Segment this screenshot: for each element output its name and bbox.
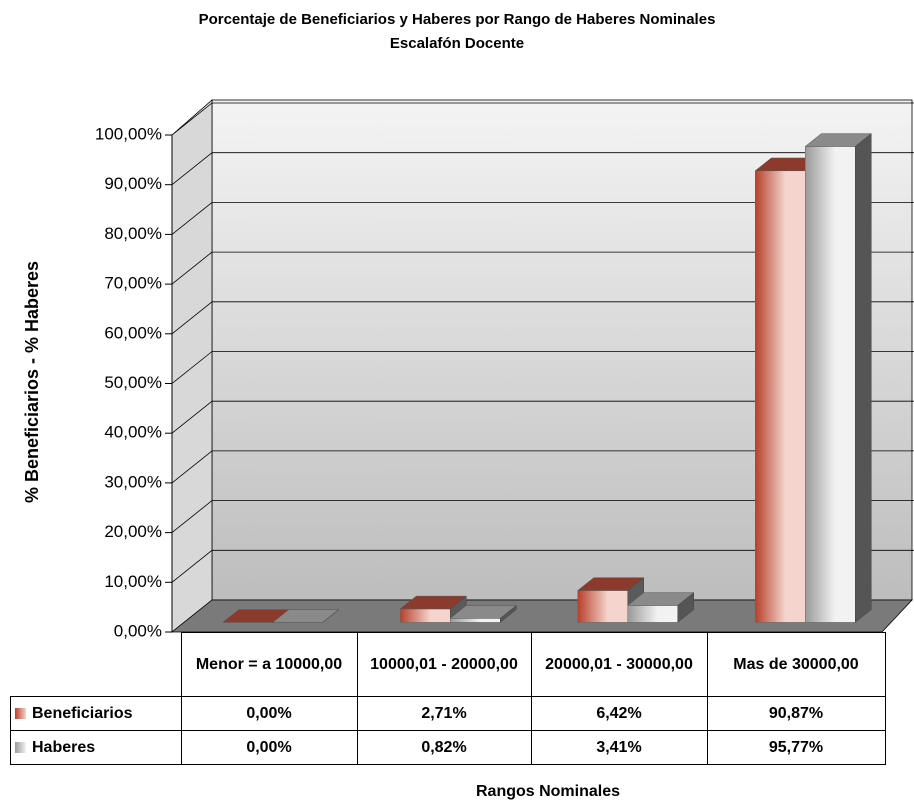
bar-front xyxy=(627,605,678,623)
y-tick-label: 10,00% xyxy=(104,572,162,591)
legend-swatch xyxy=(15,741,26,753)
table-row: Beneficiarios 0,00% 2,71% 6,42% 90,87% xyxy=(10,696,886,731)
y-axis-title: % Beneficiarios - % Haberes xyxy=(22,261,42,503)
grid-line xyxy=(171,152,213,186)
value-label: 3,41% xyxy=(530,730,708,765)
y-tick-label: 0,00% xyxy=(114,621,162,640)
series-label: Beneficiarios xyxy=(10,696,182,731)
value-label: 0,00% xyxy=(180,696,358,731)
y-tick-label: 70,00% xyxy=(104,274,162,293)
category-label: Menor = a 10000,00 xyxy=(180,632,358,697)
legend-label: Beneficiarios xyxy=(32,704,133,722)
value-label: 0,82% xyxy=(356,730,532,765)
grid-line xyxy=(171,500,213,533)
y-tick-label: 40,00% xyxy=(104,423,162,442)
data-table: Menor = a 10000,00 10000,01 - 20000,00 200… xyxy=(10,632,886,765)
y-tick-label: 60,00% xyxy=(104,323,162,342)
bar-front xyxy=(400,608,451,623)
y-tick-label: 20,00% xyxy=(104,522,162,541)
grid-line xyxy=(171,102,213,136)
legend-swatch xyxy=(15,707,26,719)
grid-line xyxy=(171,301,213,335)
value-label: 2,71% xyxy=(356,696,532,731)
bar-side xyxy=(322,609,339,623)
grid-line xyxy=(171,450,213,484)
grid-line xyxy=(171,202,213,235)
y-tick-label: 100,00% xyxy=(95,124,162,143)
chart-subtitle: Escalafón Docente xyxy=(390,35,524,52)
series-label: Haberes xyxy=(10,730,182,765)
bar-side xyxy=(500,605,517,623)
category-label: 20000,01 - 30000,00 xyxy=(530,632,708,697)
grid-line xyxy=(171,251,213,285)
value-label: 0,00% xyxy=(180,730,358,765)
table-row: Haberes 0,00% 0,82% 3,41% 95,77% xyxy=(10,730,886,765)
category-label: Mas de 30000,00 xyxy=(706,632,886,697)
grid-line xyxy=(171,351,213,384)
grid-line xyxy=(171,549,213,583)
bar-front xyxy=(450,618,501,623)
bar-front xyxy=(755,170,806,623)
value-label: 95,77% xyxy=(706,730,886,765)
value-label: 6,42% xyxy=(530,696,708,731)
legend-label: Haberes xyxy=(32,738,96,756)
x-axis-title: Rangos Nominales xyxy=(476,783,620,800)
y-tick-label: 90,00% xyxy=(104,174,162,193)
category-label: 10000,01 - 20000,00 xyxy=(356,632,532,697)
grid-line xyxy=(171,400,213,434)
bar-front xyxy=(577,590,628,623)
y-tick-label: 30,00% xyxy=(104,472,162,491)
chart-title: Porcentaje de Beneficiarios y Haberes po… xyxy=(199,11,716,28)
bar-front xyxy=(805,146,856,623)
y-tick-label: 80,00% xyxy=(104,224,162,243)
value-label: 90,87% xyxy=(706,696,886,731)
y-tick-label: 50,00% xyxy=(104,373,162,392)
bar-side xyxy=(677,592,694,623)
bar-side xyxy=(855,133,872,623)
